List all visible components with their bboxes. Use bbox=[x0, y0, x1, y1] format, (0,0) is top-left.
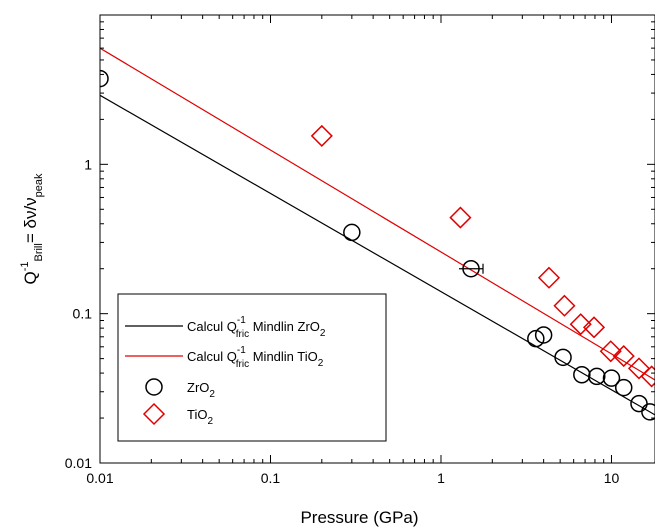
y-axis-title-sup: -1 bbox=[19, 262, 31, 272]
series-line bbox=[100, 47, 655, 381]
zro2-data-point bbox=[554, 348, 572, 367]
legend-text-sup: -1 bbox=[237, 315, 246, 326]
y-axis-title-rest: = δν/ν bbox=[21, 197, 40, 243]
legend-entry-label: TiO2 bbox=[187, 407, 213, 427]
x-tick-label: 1 bbox=[437, 470, 445, 486]
legend-text-post: Mindlin TiO bbox=[249, 349, 318, 364]
legend-text-sub: fric bbox=[236, 329, 249, 340]
legend-box bbox=[117, 293, 387, 442]
legend-marker-swatch bbox=[142, 402, 166, 426]
zro2-data-point bbox=[100, 69, 109, 88]
legend-marker-swatch bbox=[145, 378, 163, 396]
y-axis-title-main: Q bbox=[21, 271, 40, 284]
y-tick-label: 1 bbox=[84, 156, 92, 172]
legend-text-post: Mindlin ZrO bbox=[249, 319, 320, 334]
legend-text-post-sub: 2 bbox=[320, 328, 326, 339]
zro2-data-point bbox=[614, 378, 633, 397]
legend-text-main: ZrO bbox=[187, 380, 209, 395]
tio2-data-point bbox=[553, 294, 576, 317]
zro2-data-point bbox=[641, 403, 655, 421]
zro2-data-point bbox=[573, 365, 591, 384]
legend-entry-label: ZrO2 bbox=[187, 380, 215, 400]
y-tick-label: 0.01 bbox=[65, 455, 92, 471]
x-tick-label: 10 bbox=[604, 470, 620, 486]
tio2-data-point bbox=[449, 206, 472, 229]
tio2-data-point bbox=[569, 313, 592, 336]
x-tick-label: 0.01 bbox=[86, 470, 113, 486]
y-tick-label: 0.1 bbox=[73, 306, 93, 322]
x-axis-title: Pressure (GPa) bbox=[300, 508, 418, 527]
zro2-data-point bbox=[527, 329, 545, 348]
legend-text-main: Calcul Q bbox=[187, 319, 237, 334]
zro2-data-point bbox=[630, 394, 648, 413]
zro2-data-point bbox=[343, 223, 361, 242]
legend-text-sub: fric bbox=[236, 359, 249, 370]
y-axis-title: Q-1Brill= δν/νpeak bbox=[19, 173, 45, 285]
legend-text-main: TiO bbox=[187, 407, 207, 422]
tio2-data-point bbox=[612, 345, 635, 368]
legend-entry-label: Calcul Q-1 fric Mindlin TiO2 bbox=[187, 345, 324, 370]
x-tick-label: 0.1 bbox=[261, 470, 281, 486]
legend-text-sub: 2 bbox=[209, 389, 215, 400]
tio2-data-point bbox=[310, 124, 333, 147]
legend-text-sup: -1 bbox=[237, 345, 246, 356]
zro2-data-point bbox=[602, 369, 621, 387]
tio2-data-point bbox=[627, 357, 651, 380]
tio2-data-point bbox=[599, 340, 622, 363]
legend-text-main: Calcul Q bbox=[187, 349, 237, 364]
y-axis-title-sub2: peak bbox=[33, 173, 45, 197]
tio2-data-point bbox=[582, 316, 606, 339]
zro2-data-point bbox=[588, 367, 606, 386]
series-line bbox=[100, 94, 655, 416]
tio2-data-point bbox=[537, 266, 561, 289]
legend-text-sub: 2 bbox=[207, 416, 213, 427]
y-axis-title-sub: Brill bbox=[33, 243, 45, 261]
legend-entry-label: Calcul Q-1 fric Mindlin ZrO2 bbox=[187, 315, 326, 340]
tio2-data-point bbox=[640, 365, 655, 388]
plot-frame bbox=[99, 14, 655, 464]
legend-text-post-sub: 2 bbox=[318, 358, 324, 369]
zro2-data-point bbox=[534, 326, 553, 344]
